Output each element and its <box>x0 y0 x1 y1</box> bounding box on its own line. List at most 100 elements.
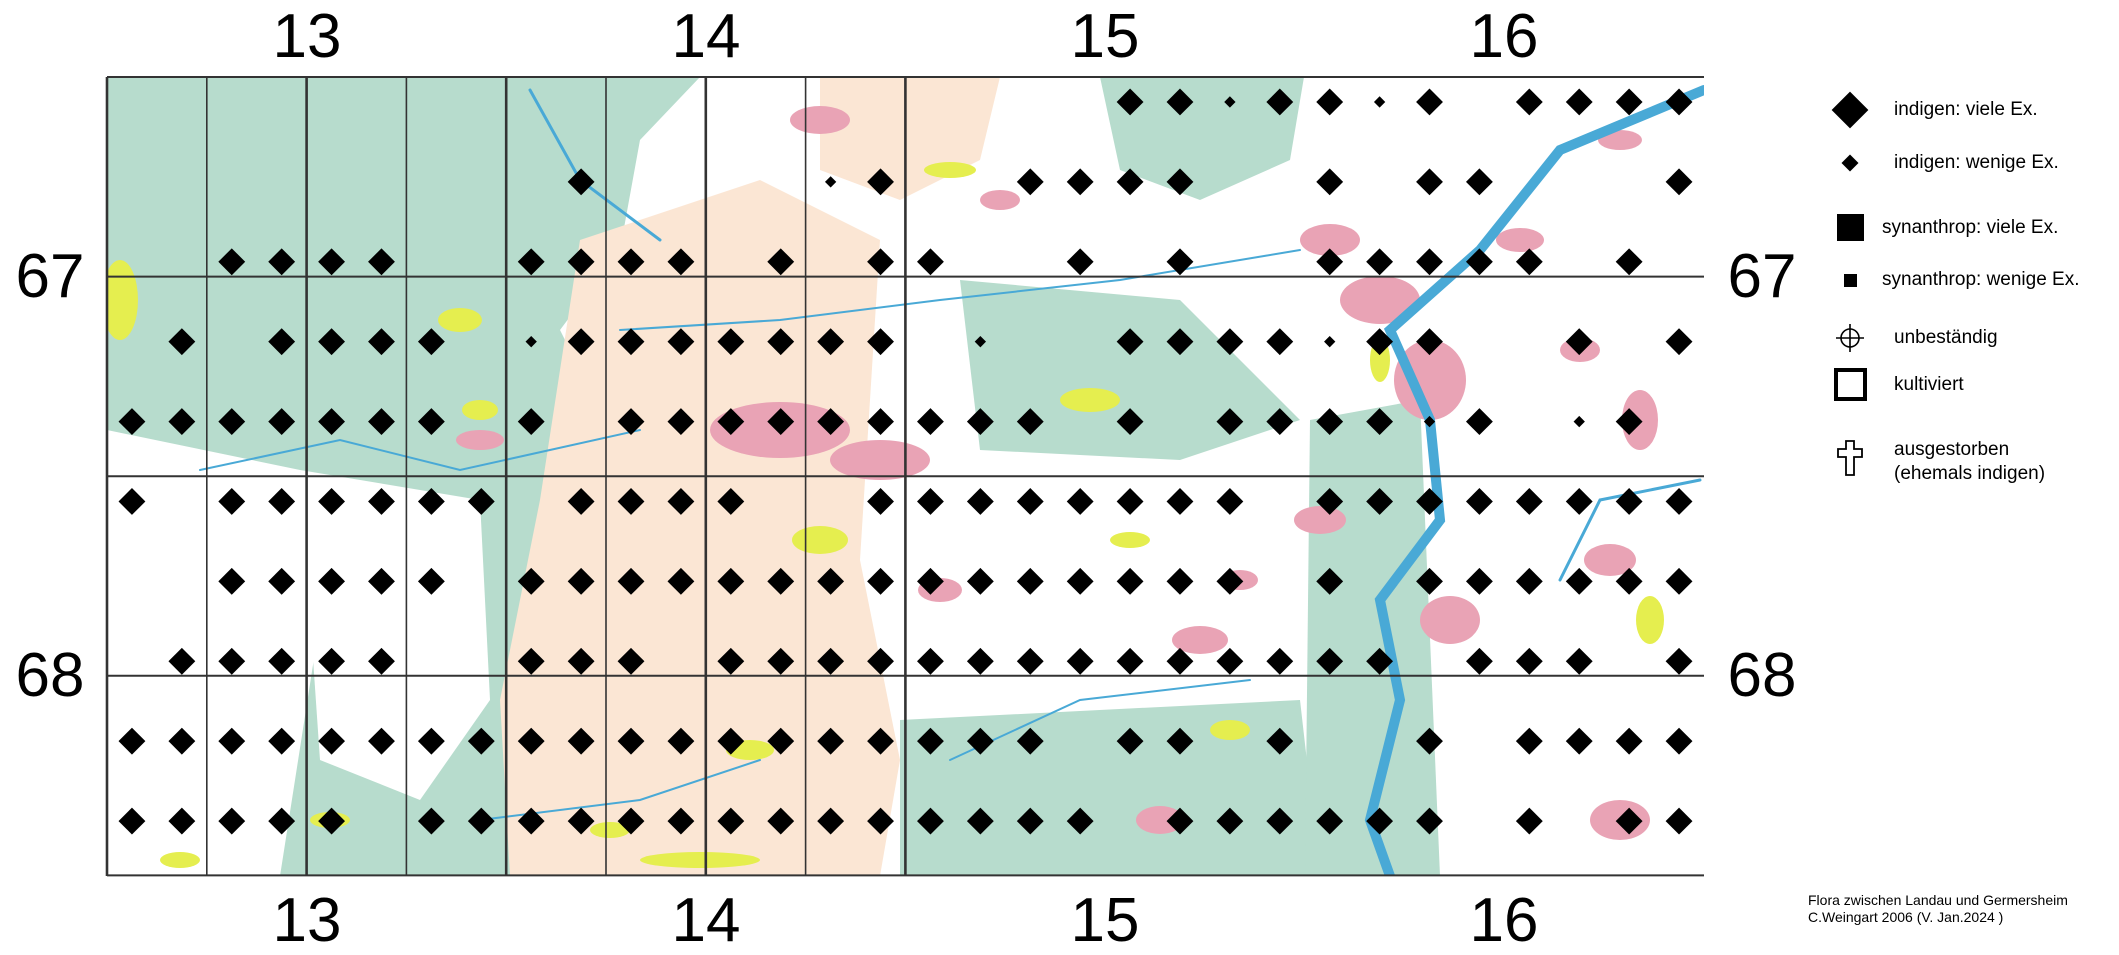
large-diamond-marker <box>717 727 745 755</box>
meadow-area <box>1110 532 1150 548</box>
right-label-67: 67 <box>1727 242 1797 311</box>
large-diamond-marker <box>1615 727 1643 755</box>
large-diamond-marker <box>817 567 845 595</box>
large-diamond-marker <box>517 807 545 835</box>
large-diamond-marker <box>966 567 994 595</box>
farmland-area <box>107 430 320 876</box>
meadow-area <box>438 308 482 332</box>
small-diamond-marker <box>1373 96 1386 108</box>
large-diamond-marker <box>1665 647 1693 675</box>
large-diamond-marker <box>1615 567 1643 595</box>
large-diamond-marker <box>1116 567 1144 595</box>
large-diamond-marker <box>767 567 795 595</box>
large-diamond-marker <box>1316 567 1344 595</box>
water-course <box>1364 85 1704 876</box>
large-diamond-marker <box>966 807 994 835</box>
large-diamond-marker <box>1266 647 1294 675</box>
legend-item-unbestaendig: unbeständig <box>1828 318 1998 358</box>
large-diamond-marker <box>1016 807 1044 835</box>
top-label-16: 16 <box>1469 2 1539 71</box>
large-diamond-marker <box>717 807 745 835</box>
large-diamond-marker <box>1465 647 1493 675</box>
legend-label: indigen: wenige Ex. <box>1894 152 2059 174</box>
hollow-square-icon <box>1828 365 1872 405</box>
water-course <box>199 429 641 472</box>
settlement-area <box>1136 806 1184 834</box>
large-diamond-marker <box>966 647 994 675</box>
large-diamond-marker <box>717 567 745 595</box>
settlement-area <box>456 430 504 450</box>
legend-label: synanthrop: viele Ex. <box>1882 217 2059 239</box>
legend-label: synanthrop: wenige Ex. <box>1882 269 2080 291</box>
settlement-area <box>1394 340 1466 420</box>
legend-item-kultiviert: kultiviert <box>1828 365 1964 405</box>
top-label-13: 13 <box>272 2 342 71</box>
large-diamond-marker <box>1565 727 1593 755</box>
credit-line-1: Flora zwischen Landau und Germersheim <box>1808 892 2068 908</box>
legend-item-synanthrop-viele: synanthrop: viele Ex. <box>1828 208 2058 248</box>
settlement-area <box>1300 224 1360 256</box>
forest-area <box>1100 77 1304 200</box>
meadow-area <box>792 526 848 554</box>
large-diamond-marker <box>1166 647 1194 675</box>
legend-label: indigen: viele Ex. <box>1894 99 2038 121</box>
bottom-label-15: 15 <box>1070 886 1140 955</box>
large-diamond-marker <box>767 807 795 835</box>
right-label-68: 68 <box>1727 641 1797 710</box>
large-diamond-marker <box>667 807 695 835</box>
large-diamond-marker <box>1066 807 1094 835</box>
large-diamond-marker <box>867 647 894 675</box>
large-diamond-marker <box>617 647 645 675</box>
large-diamond-marker <box>1416 567 1443 595</box>
large-diamond-marker <box>917 727 944 755</box>
meadow-area <box>1060 388 1120 412</box>
settlement-area <box>1496 228 1544 252</box>
large-diamond-marker <box>667 727 695 755</box>
large-diamond-marker <box>817 807 845 835</box>
small-diamond-marker <box>1573 415 1585 428</box>
meadow-area <box>462 400 498 420</box>
large-diamond-marker <box>1416 807 1443 835</box>
credit-line-2: C.Weingart 2006 (V. Jan.2024 ) <box>1808 908 2004 925</box>
large-diamond-marker <box>617 727 645 755</box>
settlement-area <box>1172 626 1228 654</box>
small-diamond-marker <box>1224 96 1236 108</box>
forest-area <box>900 700 1320 876</box>
large-diamond-marker <box>1515 727 1543 755</box>
large-diamond-marker <box>567 807 595 835</box>
large-diamond-marker <box>1216 807 1244 835</box>
settlement-area <box>1584 544 1636 576</box>
large-diamond-marker <box>1216 567 1244 595</box>
settlement-area <box>790 106 850 134</box>
vineyard-area <box>500 180 900 876</box>
water-course <box>1558 478 1702 582</box>
legend-label-sub: (ehemals indigen) <box>1894 462 2046 484</box>
settlement-area <box>1420 596 1480 644</box>
meadow-area <box>640 852 760 868</box>
top-label-14: 14 <box>671 2 741 71</box>
large-diamond-marker <box>767 647 795 675</box>
meadow-area <box>590 822 630 838</box>
legend-label: unbeständig <box>1894 327 1998 349</box>
legend-item-indigen-wenige: indigen: wenige Ex. <box>1828 143 2059 183</box>
large-diamond-marker <box>1316 807 1344 835</box>
large-diamond-marker <box>667 567 695 595</box>
large-diamond-marker <box>1266 807 1294 835</box>
large-diamond-marker <box>1316 647 1344 675</box>
large-diamond-marker <box>517 567 545 595</box>
large-diamond-marker <box>1565 567 1593 595</box>
large-diamond-marker <box>1515 807 1543 835</box>
small-diamond-marker <box>824 176 837 188</box>
large-diamond-marker <box>1615 807 1643 835</box>
small-square-icon <box>1828 260 1872 300</box>
small-diamond-marker <box>1423 415 1436 428</box>
meadow-area <box>1636 596 1664 644</box>
large-diamond-marker <box>917 807 944 835</box>
circle-cross-icon <box>1828 318 1872 358</box>
settlement-area <box>830 440 930 480</box>
large-diamond-marker <box>1016 567 1044 595</box>
large-diamond-marker <box>1665 727 1693 755</box>
large-diamond-marker <box>1366 807 1394 835</box>
meadow-area <box>160 852 200 868</box>
